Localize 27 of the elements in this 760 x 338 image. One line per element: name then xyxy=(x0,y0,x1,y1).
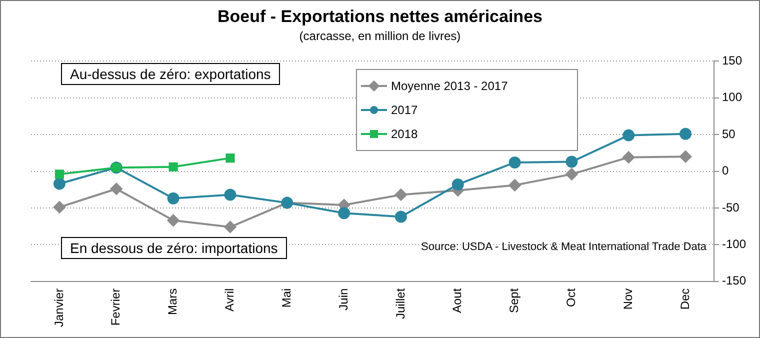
x-tick-label: Juin xyxy=(336,288,350,310)
legend-label: 2018 xyxy=(391,127,418,141)
x-tick-label: Fevrier xyxy=(108,288,123,326)
y-tick-label: 0 xyxy=(722,164,729,178)
y-tick-label: 100 xyxy=(722,90,742,104)
annotation: Au-dessus de zéro: exportations xyxy=(61,63,280,85)
y-tick-label: 150 xyxy=(722,54,742,68)
y-tick-label: -100 xyxy=(722,236,746,251)
x-tick-label: Aout xyxy=(450,288,464,314)
y-tick-label: -150 xyxy=(722,274,746,288)
chart-title: Boeuf - Exportations nettes américaines xyxy=(216,7,544,27)
y-tick-label: -50 xyxy=(722,200,740,214)
x-tick-label: Nov xyxy=(620,288,635,310)
x-tick-label: Janvier xyxy=(52,288,66,328)
y-tick-label: 50 xyxy=(722,126,736,141)
x-tick-label: Mai xyxy=(279,288,294,308)
annotation: En dessous de zéro: importations xyxy=(61,237,287,259)
chart-subtitle: (carcasse, en million de livres) xyxy=(298,29,462,43)
x-tick-label: Avril xyxy=(222,288,237,312)
x-tick-label: Dec xyxy=(678,288,692,310)
x-tick-label: Mars xyxy=(166,288,180,315)
x-tick-label: Juillet xyxy=(393,288,408,320)
legend-label: Moyenne 2013 - 2017 xyxy=(391,79,508,93)
annotation: Source: USDA - Livestock & Meat International Trade Data xyxy=(421,241,707,253)
x-tick-label: Oct xyxy=(564,288,578,307)
x-tick-label: Sept xyxy=(507,288,522,314)
legend-label: 2017 xyxy=(391,103,418,117)
